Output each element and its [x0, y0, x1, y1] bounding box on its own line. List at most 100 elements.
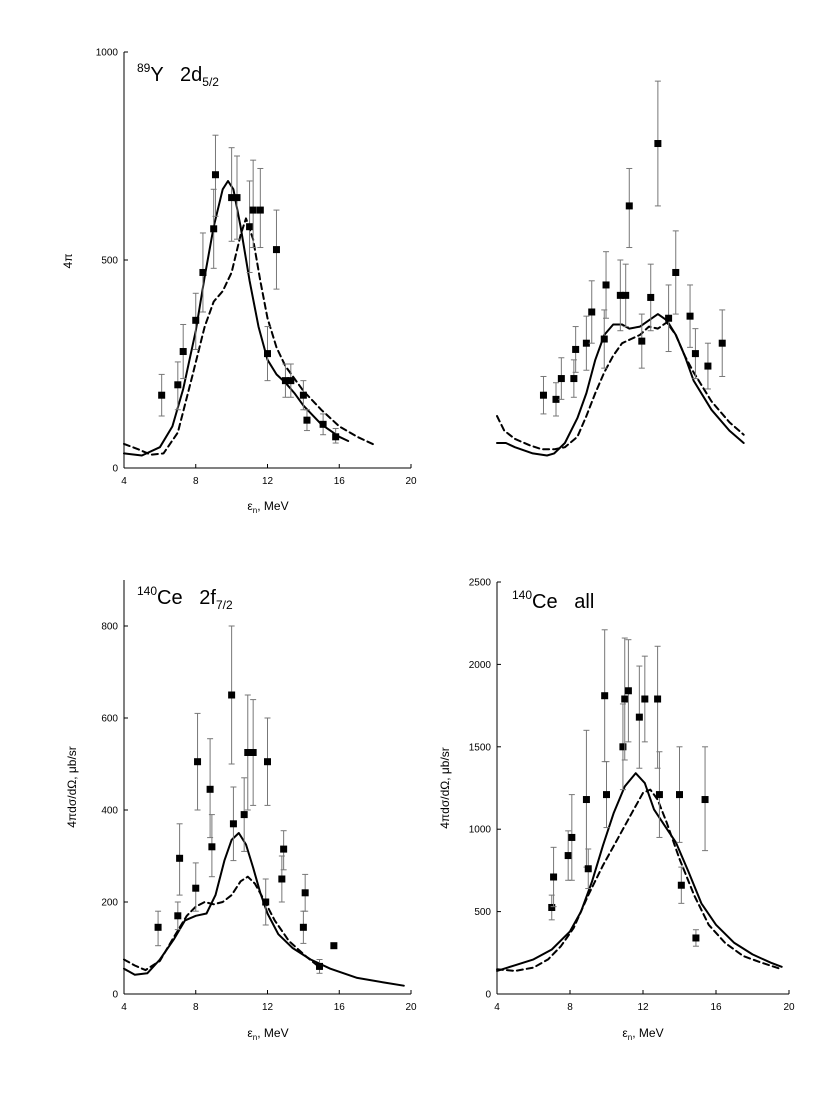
title-main: Ce all [532, 591, 594, 613]
data-point [539, 391, 547, 399]
x-tick-label: 16 [710, 1002, 722, 1013]
data-points [539, 80, 726, 417]
data-point [249, 206, 257, 214]
data-point [330, 942, 338, 950]
data-point [206, 785, 214, 793]
data-point [603, 791, 610, 799]
data-point [256, 206, 264, 214]
x-tick-label: 8 [193, 476, 199, 487]
x-axis-label: εn, MeV [247, 499, 288, 515]
data-point [624, 687, 632, 695]
model-curves [123, 832, 405, 987]
dashed-model-curve [123, 217, 377, 456]
data-point [570, 375, 578, 383]
model-curves [496, 772, 783, 972]
data-point [280, 845, 288, 853]
x-tick-label: 4 [494, 1002, 500, 1013]
y-tick-label: 0 [112, 990, 118, 1001]
data-point [194, 758, 202, 766]
data-point [718, 339, 726, 347]
y-tick-label: 1000 [96, 48, 119, 59]
data-point [208, 843, 216, 851]
data-point [287, 377, 295, 385]
data-point [176, 854, 184, 862]
panel-89y-2d52: 4 8 12 16 20 0 500 1000 89Y 2d5/2 εn, MeV 4π [61, 48, 417, 516]
data-point [246, 223, 254, 231]
data-point [622, 291, 630, 299]
data-point [568, 833, 576, 841]
data-points [154, 625, 338, 974]
data-point [552, 395, 560, 403]
title-subscript: 7/2 [216, 598, 233, 612]
axis-ticks: 4 8 12 16 20 0 500 1000 1500 2000 2500 [469, 578, 795, 1014]
data-point [550, 873, 558, 881]
dashed-model-curve [496, 788, 783, 972]
data-point [654, 695, 662, 703]
data-point [210, 225, 218, 233]
y-tick-label: 500 [101, 256, 118, 267]
data-point [174, 912, 182, 920]
data-point [665, 314, 673, 322]
title-subscript: 5/2 [202, 75, 219, 89]
xlabel-subscript: n [253, 506, 257, 515]
xlabel-subscript: n [253, 1033, 257, 1042]
y-tick-label: 400 [101, 806, 118, 817]
data-point [564, 852, 572, 860]
data-point [582, 796, 590, 804]
data-point [228, 194, 236, 202]
y-axis-label: 4π [61, 254, 75, 269]
data-point [672, 268, 680, 276]
title-superscript: 89 [137, 61, 151, 75]
data-point [557, 375, 565, 383]
x-axis-label: εn, MeV [247, 1026, 288, 1042]
solid-model-curve [123, 832, 405, 987]
data-point [244, 749, 252, 756]
dashed-model-curve [496, 321, 745, 451]
data-point [619, 743, 627, 751]
solid-model-curve [496, 772, 783, 972]
xlabel-symbol: ε [622, 1026, 628, 1040]
x-tick-label: 20 [783, 1002, 795, 1013]
data-point [548, 903, 556, 911]
x-tick-label: 16 [334, 1002, 346, 1013]
y-tick-label: 2000 [469, 660, 492, 671]
data-point [691, 350, 699, 358]
data-point [677, 881, 685, 889]
solid-model-curve [496, 313, 745, 457]
data-points [548, 629, 709, 947]
data-point [299, 923, 307, 931]
panel-title: 140Ce all [512, 588, 594, 613]
y-axis-label: 4πdσ/dΩ, μb/sr [65, 746, 79, 828]
y-axis-label: 4πdσ/dΩ, μb/sr [438, 747, 452, 829]
panel-140ce-all: 4 8 12 16 20 0 500 1000 1500 2000 2500 140Ce all ε… [438, 578, 795, 1043]
data-point [264, 350, 271, 358]
data-point [641, 695, 649, 703]
data-point [686, 312, 694, 320]
data-point [584, 865, 592, 873]
data-point [701, 796, 709, 804]
xlabel-unit: , MeV [632, 1026, 663, 1040]
x-tick-label: 12 [637, 1002, 649, 1013]
y-tick-label: 600 [101, 714, 118, 725]
title-main: Y 2d [150, 64, 202, 86]
panel-title: 89Y 2d5/2 [137, 61, 219, 89]
xlabel-unit: , MeV [257, 499, 288, 513]
y-tick-label: 0 [485, 990, 491, 1001]
xlabel-unit: , MeV [257, 1026, 288, 1040]
x-tick-label: 20 [405, 476, 417, 487]
data-point [228, 691, 236, 699]
data-point [655, 791, 663, 799]
data-point [647, 293, 655, 301]
data-point [600, 335, 608, 343]
data-point [174, 381, 182, 389]
x-tick-label: 4 [121, 1002, 127, 1013]
x-tick-label: 12 [262, 476, 274, 487]
y-tick-label: 1500 [469, 742, 492, 753]
data-point [301, 889, 309, 897]
xlabel-symbol: ε [247, 499, 253, 513]
solid-model-curve [123, 180, 350, 457]
data-point [319, 420, 327, 428]
data-point [262, 898, 270, 906]
data-point [316, 962, 324, 970]
data-point [654, 140, 662, 148]
